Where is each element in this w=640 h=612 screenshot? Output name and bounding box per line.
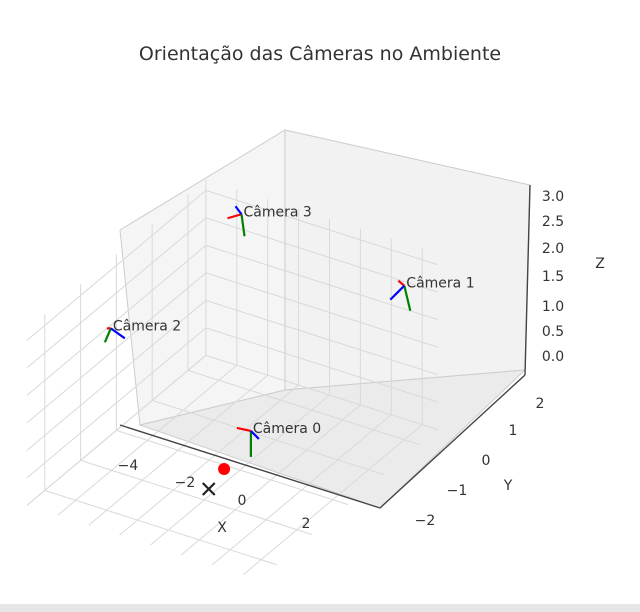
grid-line <box>44 489 277 566</box>
z-tick-label: 0.5 <box>542 324 564 340</box>
y-tick-label: −1 <box>447 483 468 499</box>
y-axis-line <box>379 374 526 509</box>
axes-panes <box>119 129 531 509</box>
x-axis-arrow <box>397 279 406 287</box>
z-tick-label: 3.0 <box>542 189 564 205</box>
z-tick-label: 1.0 <box>542 299 564 315</box>
z-tick-label: 0.0 <box>542 349 564 365</box>
grid-lines <box>26 179 438 576</box>
z-axis-arrow <box>389 284 406 301</box>
y-tick-label: −2 <box>415 513 436 529</box>
camera-label: Câmera 1 <box>406 276 474 292</box>
grid-line <box>205 272 438 348</box>
y-axis-arrow <box>240 214 246 237</box>
camera-label: Câmera 3 <box>244 204 312 220</box>
x-marker <box>201 482 216 496</box>
x-tick-label: −4 <box>118 458 139 474</box>
z-axis-arrow <box>250 430 260 440</box>
x-axis-label: X <box>217 520 227 536</box>
grid-line <box>116 429 349 506</box>
camera-1: Câmera 1 <box>389 276 475 311</box>
x-axis-arrow <box>227 213 242 220</box>
grid-line <box>26 245 207 396</box>
camera-2: Câmera 2 <box>103 318 181 343</box>
bottom-bar <box>0 604 640 612</box>
x-tick-label: 0 <box>238 493 247 509</box>
y-tick-label: 1 <box>509 423 518 439</box>
camera-3: Câmera 3 <box>227 204 312 237</box>
x-axis-line <box>119 424 381 509</box>
grid-line <box>26 217 207 369</box>
y-axis-label: Y <box>503 478 513 494</box>
grid-line <box>26 190 207 341</box>
z-ticks: 0.0 0.5 1.0 1.5 2.0 2.5 3.0 <box>542 189 564 365</box>
grid-line <box>26 272 207 424</box>
grid-line <box>26 327 207 479</box>
grid-line <box>205 189 438 266</box>
chart-title: Orientação das Câmeras no Ambiente <box>139 43 501 65</box>
grid-line <box>80 459 313 536</box>
grid-line <box>26 300 207 451</box>
y-tick-label: 2 <box>536 396 545 412</box>
camera-0: Câmera 0 <box>236 421 321 457</box>
z-tick-label: 2.0 <box>542 241 564 257</box>
camera-label: Câmera 2 <box>113 318 181 334</box>
x-tick-label: −2 <box>175 475 196 491</box>
grid-line <box>205 354 438 431</box>
camera-label: Câmera 0 <box>253 421 321 437</box>
z-axis-arrow <box>110 327 126 340</box>
grid-line <box>205 299 438 376</box>
z-tick-label: 1.5 <box>542 269 564 285</box>
cameras: Câmera 0 Câmera 1 Câmera 2 Câmera 3 <box>103 204 475 457</box>
x-tick-label: 2 <box>302 516 311 532</box>
y-ticks: −2 −1 0 1 2 <box>415 396 545 529</box>
z-tick-label: 2.5 <box>542 214 564 230</box>
z-axis-arrow <box>234 205 243 215</box>
x-ticks: −4 −2 0 2 <box>118 458 311 532</box>
grid-line <box>187 369 420 446</box>
point-markers <box>201 463 231 496</box>
y-axis-arrow <box>403 285 412 311</box>
grid-line <box>205 327 438 403</box>
z-axis-line <box>524 184 531 376</box>
x-axis-arrow <box>236 426 252 433</box>
grid-line <box>205 244 438 321</box>
y-axis-arrow <box>103 327 112 343</box>
red-point-marker <box>218 463 231 476</box>
grid-line <box>152 399 385 476</box>
pane-back-right <box>284 129 531 391</box>
grid-line <box>26 355 207 506</box>
axis-lines <box>119 184 531 509</box>
z-axis-label: Z <box>595 256 605 272</box>
pane-back-left <box>119 129 286 426</box>
y-tick-label: 0 <box>482 453 491 469</box>
